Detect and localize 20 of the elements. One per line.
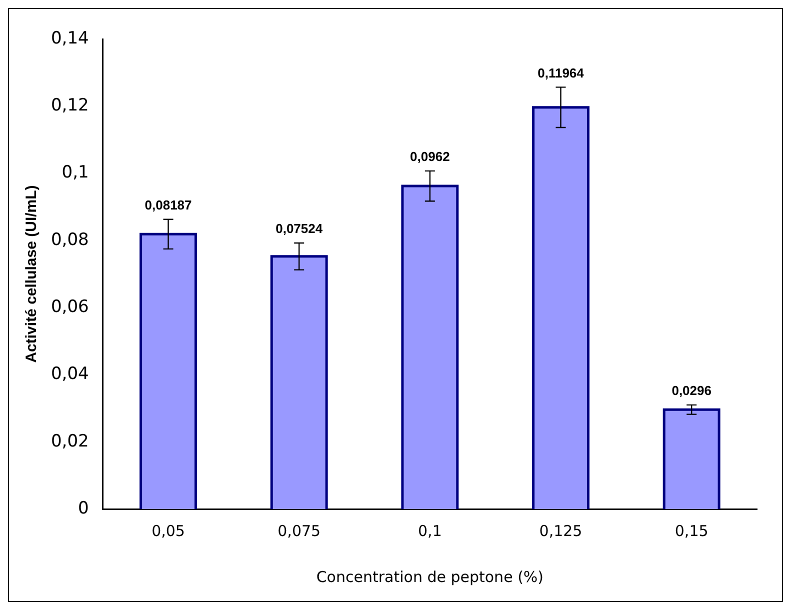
y-tick-label: 0,1 (62, 162, 89, 183)
x-tick-label: 0,15 (674, 522, 708, 540)
data-label: 0,07524 (276, 221, 324, 236)
y-tick-label: 0,12 (50, 96, 89, 116)
data-label: 0,0962 (410, 149, 450, 164)
x-tick-label: 0,125 (539, 522, 582, 540)
x-tick-label: 0,075 (278, 522, 321, 540)
y-tick-label: 0,14 (50, 28, 89, 48)
x-tick-label: 0,1 (418, 522, 442, 540)
data-label: 0,08187 (144, 197, 192, 212)
y-tick-label: 0,08 (50, 230, 89, 250)
y-axis-title: Activité cellulase (UI/mL) (23, 185, 40, 363)
y-tick-label: 0,06 (50, 296, 89, 317)
y-tick-label: 0 (78, 498, 89, 518)
y-tick-label: 0,02 (50, 431, 89, 452)
x-axis-title: Concentration de peptone (%) (316, 568, 544, 586)
x-tick-label: 0,05 (152, 522, 185, 540)
data-label: 0,0296 (672, 383, 712, 398)
data-label: 0,11964 (538, 65, 585, 80)
y-tick-label: 0,04 (50, 364, 89, 384)
